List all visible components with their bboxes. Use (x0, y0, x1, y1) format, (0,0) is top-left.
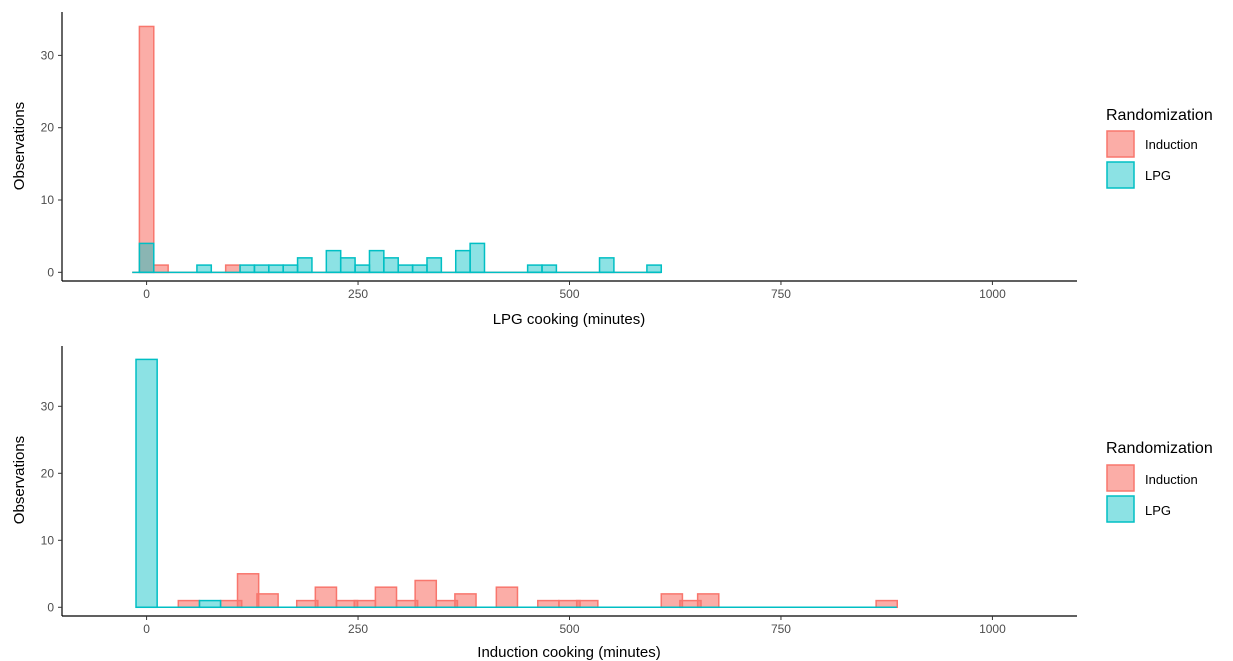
panel-2-y-tick-label: 20 (41, 466, 55, 480)
panel-2-legend-label-induction: Induction (1145, 472, 1198, 487)
panel-1-y-axis-title: Observations (11, 102, 28, 190)
panel-1-bar-lpg-8 (339, 257, 356, 274)
panel-1-y-tick-label: 20 (41, 121, 55, 135)
panel-1-bar-lpg-12 (397, 264, 414, 274)
panel-2-y-tick-label: 10 (41, 533, 55, 547)
panel-1-bar-lpg-0 (138, 242, 155, 274)
panel-2-bar-induction-0 (177, 599, 201, 609)
panel-1-x-axis-title: LPG cooking (minutes) (493, 311, 646, 328)
panel-2-bar-induction-10 (414, 579, 438, 609)
panel-2-bar-induction-14 (537, 599, 560, 609)
panel-1-bar-lpg-7 (325, 249, 342, 274)
panel-2-x-axis-title: Induction cooking (minutes) (477, 644, 660, 661)
panel-2-bar-induction-13 (495, 586, 519, 609)
panel-2-y-tick-label: 30 (41, 399, 55, 413)
panel-2-bar-induction-5 (314, 586, 338, 609)
panel-2-legend: Randomization Induction LPG (1106, 440, 1213, 523)
panel-1-bar-induction-2 (224, 264, 241, 274)
panel-1-legend-title: Randomization (1106, 107, 1213, 124)
panel-2-y-axis-title: Observations (11, 436, 28, 524)
panel-1-bar-lpg-9 (354, 264, 371, 274)
panel-2-y-ticks: 0 10 20 30 (41, 399, 62, 614)
panel-1-legend: Randomization Induction LPG (1106, 107, 1213, 189)
panel-2-bar-induction-2 (236, 573, 260, 609)
panel-2-y-tick-label: 0 (47, 600, 54, 614)
panel-1-bar-lpg-14 (426, 257, 443, 274)
panel-2-x-tick-label: 500 (559, 622, 579, 636)
panel-1-bar-lpg-4 (268, 264, 284, 274)
panel-1-x-ticks: 0 250 500 750 1000 (143, 281, 1006, 301)
panel-2-bar-induction-7 (353, 599, 377, 609)
panel-2-legend-label-lpg: LPG (1145, 503, 1171, 518)
panel-1-bar-lpg-19 (598, 257, 615, 274)
panel-2-x-tick-label: 0 (143, 622, 150, 636)
panel-1-y-tick-label: 30 (41, 48, 55, 62)
panel-1-y-ticks: 0 10 20 30 (41, 48, 62, 279)
panel-2-bar-lpg-1 (198, 599, 222, 609)
panel-1-legend-label-lpg: LPG (1145, 168, 1171, 183)
panel-1-bar-lpg-11 (383, 257, 399, 274)
panel-1-bar-lpg-1 (196, 264, 213, 274)
panel-2-x-tick-label: 250 (348, 622, 368, 636)
panel-1-x-tick-label: 750 (771, 287, 791, 301)
panel-1-bar-induction-1 (153, 264, 169, 274)
panel-1-legend-key-lpg (1106, 161, 1135, 189)
panel-1-legend-label-induction: Induction (1145, 137, 1198, 152)
lpg-cooking-histogram: 0 250 500 750 1000 0 10 20 30 LPG cooking (minu… (11, 12, 1077, 328)
panel-1-legend-key-induction (1106, 130, 1135, 158)
panel-1-y-tick-label: 10 (41, 193, 55, 207)
panel-2-bar-induction-20 (875, 599, 899, 609)
panel-1-y-tick-label: 0 (47, 265, 54, 279)
panel-2-bars (135, 358, 899, 609)
panel-2-bar-lpg-0 (135, 358, 158, 609)
panel-2-bar-induction-16 (575, 599, 599, 609)
panel-2-bar-induction-8 (374, 586, 398, 609)
panel-2-x-tick-label: 1000 (979, 622, 1006, 636)
panel-2-bar-induction-3 (256, 593, 279, 609)
panel-1-x-tick-label: 500 (559, 287, 579, 301)
panel-2-legend-key-induction (1106, 464, 1135, 492)
panel-2-bar-induction-12 (454, 593, 477, 609)
panel-2-x-tick-label: 750 (771, 622, 791, 636)
panel-1-bar-lpg-17 (526, 264, 543, 274)
panel-1-bar-lpg-2 (239, 264, 256, 274)
induction-cooking-histogram: 0 250 500 750 1000 0 10 20 30 Induction cooking… (11, 346, 1077, 661)
panel-1-bar-lpg-20 (646, 264, 663, 274)
panel-2-legend-title: Randomization (1106, 440, 1213, 457)
panel-1-x-tick-label: 0 (143, 287, 150, 301)
panel-1-bar-lpg-10 (368, 249, 385, 274)
panel-2-x-ticks: 0 250 500 750 1000 (143, 616, 1006, 636)
panel-1-bar-lpg-15 (454, 249, 471, 274)
panel-1-bar-lpg-6 (296, 257, 313, 274)
panel-1-x-tick-label: 1000 (979, 287, 1006, 301)
panel-2-legend-key-lpg (1106, 495, 1135, 523)
panel-1-bar-lpg-13 (411, 264, 428, 274)
panel-1-bar-induction-0 (138, 25, 155, 274)
panel-1-x-tick-label: 250 (348, 287, 368, 301)
panel-1-bar-lpg-3 (253, 264, 270, 274)
panel-1-bar-lpg-16 (469, 242, 486, 274)
panel-1-bar-lpg-18 (541, 264, 558, 274)
panel-1-bars (132, 25, 663, 274)
panel-1-bar-lpg-5 (282, 264, 299, 274)
panel-2-bar-induction-19 (696, 593, 720, 609)
